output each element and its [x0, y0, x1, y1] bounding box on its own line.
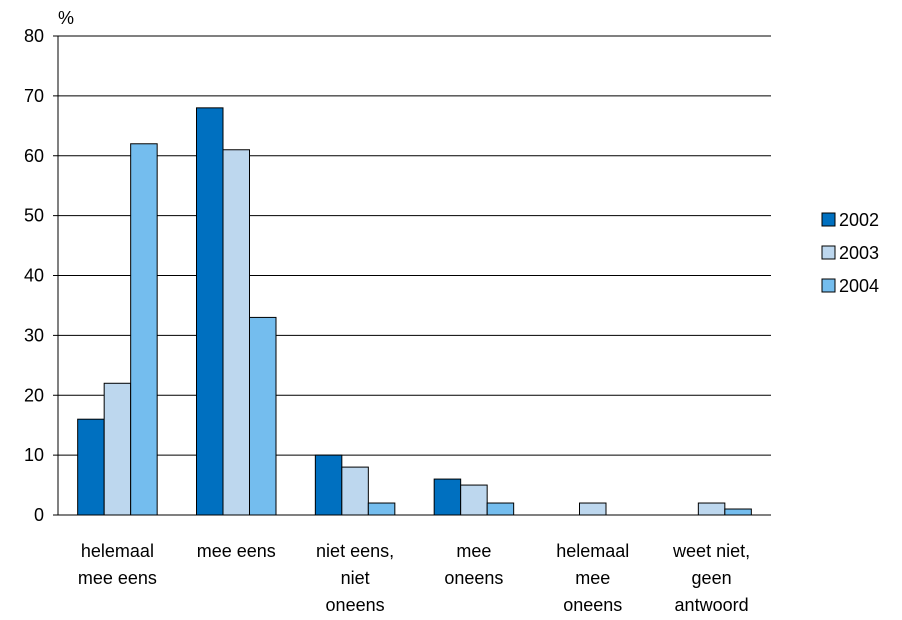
bar-2002	[314, 454, 343, 516]
bar-2004	[486, 502, 515, 516]
x-category-label: mee eens	[78, 568, 157, 588]
bar-2002	[196, 107, 224, 516]
x-category-label: oneens	[563, 595, 622, 615]
bar-2003	[222, 149, 250, 516]
x-category-label: mee	[575, 568, 610, 588]
x-category-label: mee	[456, 541, 491, 561]
x-category-label: geen	[692, 568, 732, 588]
bar-2004	[249, 316, 277, 516]
x-category-label: antwoord	[675, 595, 749, 615]
y-axis-unit-label: %	[58, 8, 74, 28]
bar-2004	[367, 502, 396, 516]
y-tick-label: 10	[24, 445, 44, 465]
bar-2003	[460, 484, 488, 516]
legend-label-2004: 2004	[839, 276, 879, 296]
bar-2002	[77, 418, 105, 516]
x-category-label: niet eens,	[316, 541, 394, 561]
bars	[77, 107, 752, 516]
bar-2003	[103, 382, 132, 516]
legend-label-2003: 2003	[839, 243, 879, 263]
bar-2003	[341, 466, 369, 516]
y-tick-label: 0	[34, 505, 44, 525]
bar-2004	[130, 143, 158, 516]
x-category-label: mee eens	[197, 541, 276, 561]
bar-2004	[724, 508, 752, 516]
y-tick-label: 30	[24, 325, 44, 345]
y-tick-label: 60	[24, 146, 44, 166]
x-axis-category-labels: helemaal mee eens mee eens niet eens, niet on…	[78, 541, 750, 615]
legend-label-2002: 2002	[839, 210, 879, 230]
gridlines	[58, 35, 771, 456]
x-category-label: oneens	[444, 568, 503, 588]
x-category-label: weet niet,	[672, 541, 750, 561]
x-category-label: helemaal	[556, 541, 629, 561]
y-tick-label: 40	[24, 266, 44, 286]
bar-2003	[697, 502, 726, 516]
bar-2002	[433, 478, 462, 516]
y-tick-label: 80	[24, 26, 44, 46]
legend-swatch-2002	[821, 212, 836, 227]
x-category-label: oneens	[326, 595, 385, 615]
legend-swatch-2004	[821, 278, 836, 293]
bar-2003	[579, 502, 607, 516]
y-tick-label: 20	[24, 385, 44, 405]
y-tick-label: 50	[24, 206, 44, 226]
y-axis-ticks: 0 10 20 30 40 50 60 70 80	[24, 26, 58, 525]
x-category-label: helemaal	[81, 541, 154, 561]
y-tick-label: 70	[24, 86, 44, 106]
legend: 2002 2003 2004	[821, 210, 879, 296]
x-category-label: niet	[341, 568, 370, 588]
legend-swatch-2003	[821, 245, 836, 260]
